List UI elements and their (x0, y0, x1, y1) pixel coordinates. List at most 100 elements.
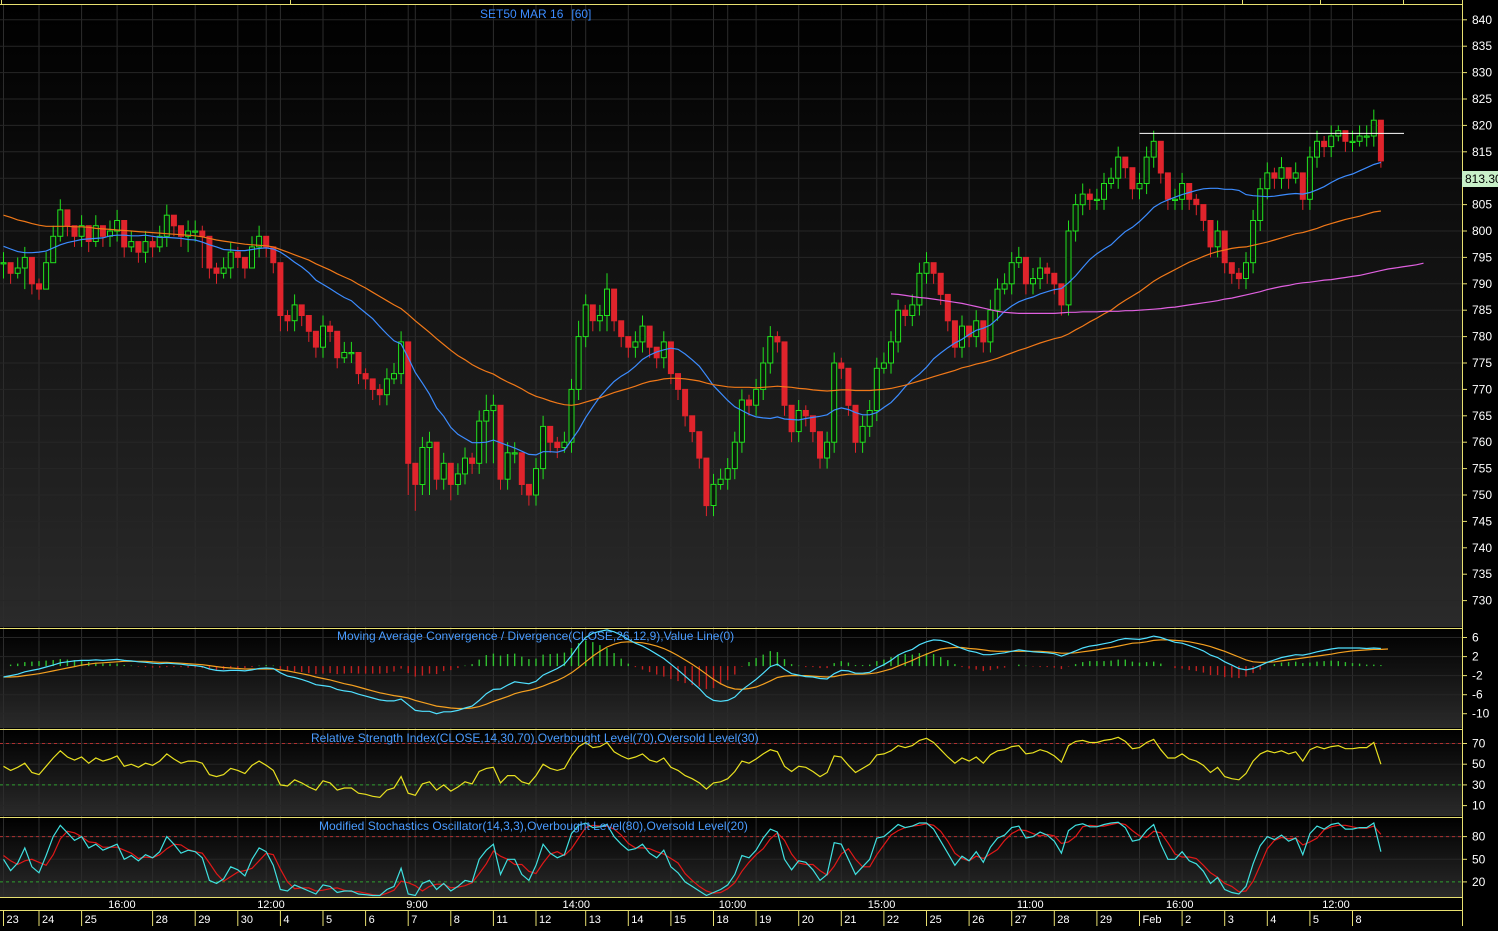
candle-body (604, 288, 610, 317)
candle-body (710, 483, 717, 506)
candle-body (596, 315, 603, 322)
date-tick-label: 13 (589, 914, 601, 926)
candle-body (1285, 167, 1292, 179)
candle-body (561, 441, 568, 449)
candle-body (1086, 193, 1093, 200)
candle-body (667, 341, 674, 375)
y-tick-label: 10 (1472, 799, 1486, 813)
y-tick-label: 780 (1472, 330, 1492, 344)
candle-body (1065, 230, 1072, 306)
candle-body (916, 272, 923, 306)
candle-body (1172, 198, 1178, 202)
candle-body (36, 283, 42, 290)
candle-body (1228, 262, 1235, 274)
candle-body (1193, 198, 1200, 206)
date-tick-label: 6 (369, 914, 375, 926)
date-tick-label: 25 (930, 914, 942, 926)
candle-body (788, 404, 795, 433)
candle-body (405, 341, 412, 464)
candle-body (263, 235, 270, 248)
candle-body (959, 325, 965, 348)
candle-body (831, 362, 838, 443)
y-tick-label: 20 (1472, 875, 1486, 889)
y-tick-label: 795 (1472, 250, 1492, 264)
candle-body (1221, 230, 1228, 264)
date-tick-label: 2 (1185, 914, 1191, 926)
candle-body (937, 272, 944, 295)
candle-body (327, 325, 334, 332)
candle-body (1377, 119, 1384, 162)
candle-body (1079, 193, 1086, 206)
candle-body (1108, 177, 1115, 184)
time-tick-label: 15:00 (868, 899, 896, 911)
candle-body (462, 457, 468, 475)
candle-body (1328, 135, 1335, 148)
candle-body (525, 483, 532, 496)
candle-body (1044, 267, 1051, 274)
stoch-k-line (2, 821, 1382, 897)
candle-body (1314, 140, 1320, 158)
date-tick-label: 25 (85, 914, 97, 926)
candle-body (994, 288, 1001, 311)
candle-body (284, 315, 291, 322)
candle-body (1271, 172, 1278, 179)
candle-body (376, 388, 383, 396)
last-price-label: 813.30 (1465, 172, 1498, 186)
candle-body (419, 447, 426, 485)
candle-body (121, 220, 128, 248)
candle-body (454, 473, 461, 485)
sma-slow-line (890, 262, 1424, 314)
candle-body (646, 325, 653, 348)
candle-body (483, 410, 490, 422)
date-tick-label: Feb (1143, 914, 1162, 926)
candle-body (1321, 140, 1328, 148)
candle-body (1349, 140, 1356, 144)
candle-body (277, 262, 284, 317)
candle-body (1214, 230, 1221, 248)
candle-body (575, 336, 582, 390)
y-tick-label: 50 (1472, 757, 1486, 771)
candle-body (291, 304, 298, 322)
date-tick-label: 5 (1313, 914, 1319, 926)
candle-body (547, 425, 554, 443)
candle-body (0, 262, 7, 265)
date-tick-label: 4 (283, 914, 289, 926)
candle-body (1072, 204, 1079, 232)
y-tick-label: 735 (1472, 567, 1492, 581)
y-tick-label: 765 (1472, 409, 1492, 423)
candle-body (852, 404, 859, 443)
candle-body (923, 262, 930, 274)
date-tick-label: 8 (454, 914, 460, 926)
chart-title: SET50 MAR 16 [60] (480, 7, 591, 21)
candle-body (675, 373, 681, 390)
date-tick-label: 23 (7, 914, 19, 926)
date-tick-label: 7 (411, 914, 417, 926)
candle-body (1306, 156, 1313, 200)
candle-body (142, 241, 149, 253)
date-tick-label: 28 (156, 914, 168, 926)
candle-body (249, 246, 255, 269)
candle-body (1051, 272, 1058, 285)
candle-body (724, 468, 731, 480)
candle-body (1136, 183, 1143, 190)
panel-background-3 (0, 817, 1462, 897)
candle-body (320, 325, 326, 348)
candle-body (85, 225, 92, 242)
y-tick-label: 70 (1472, 737, 1486, 751)
candle-body (1200, 204, 1207, 221)
y-tick-label: 730 (1472, 594, 1492, 608)
candle-body (348, 352, 355, 355)
date-tick-label: 8 (1356, 914, 1362, 926)
candle-body (731, 441, 738, 470)
candle-body (305, 315, 312, 332)
candle-body (99, 225, 106, 237)
y-tick-label: 30 (1472, 778, 1486, 792)
candle-body (206, 235, 213, 269)
candle-body (944, 293, 951, 322)
macd-signal-line (3, 639, 1389, 710)
candle-body (234, 251, 241, 258)
date-tick-label: 30 (241, 914, 253, 926)
candle-body (1101, 183, 1107, 200)
